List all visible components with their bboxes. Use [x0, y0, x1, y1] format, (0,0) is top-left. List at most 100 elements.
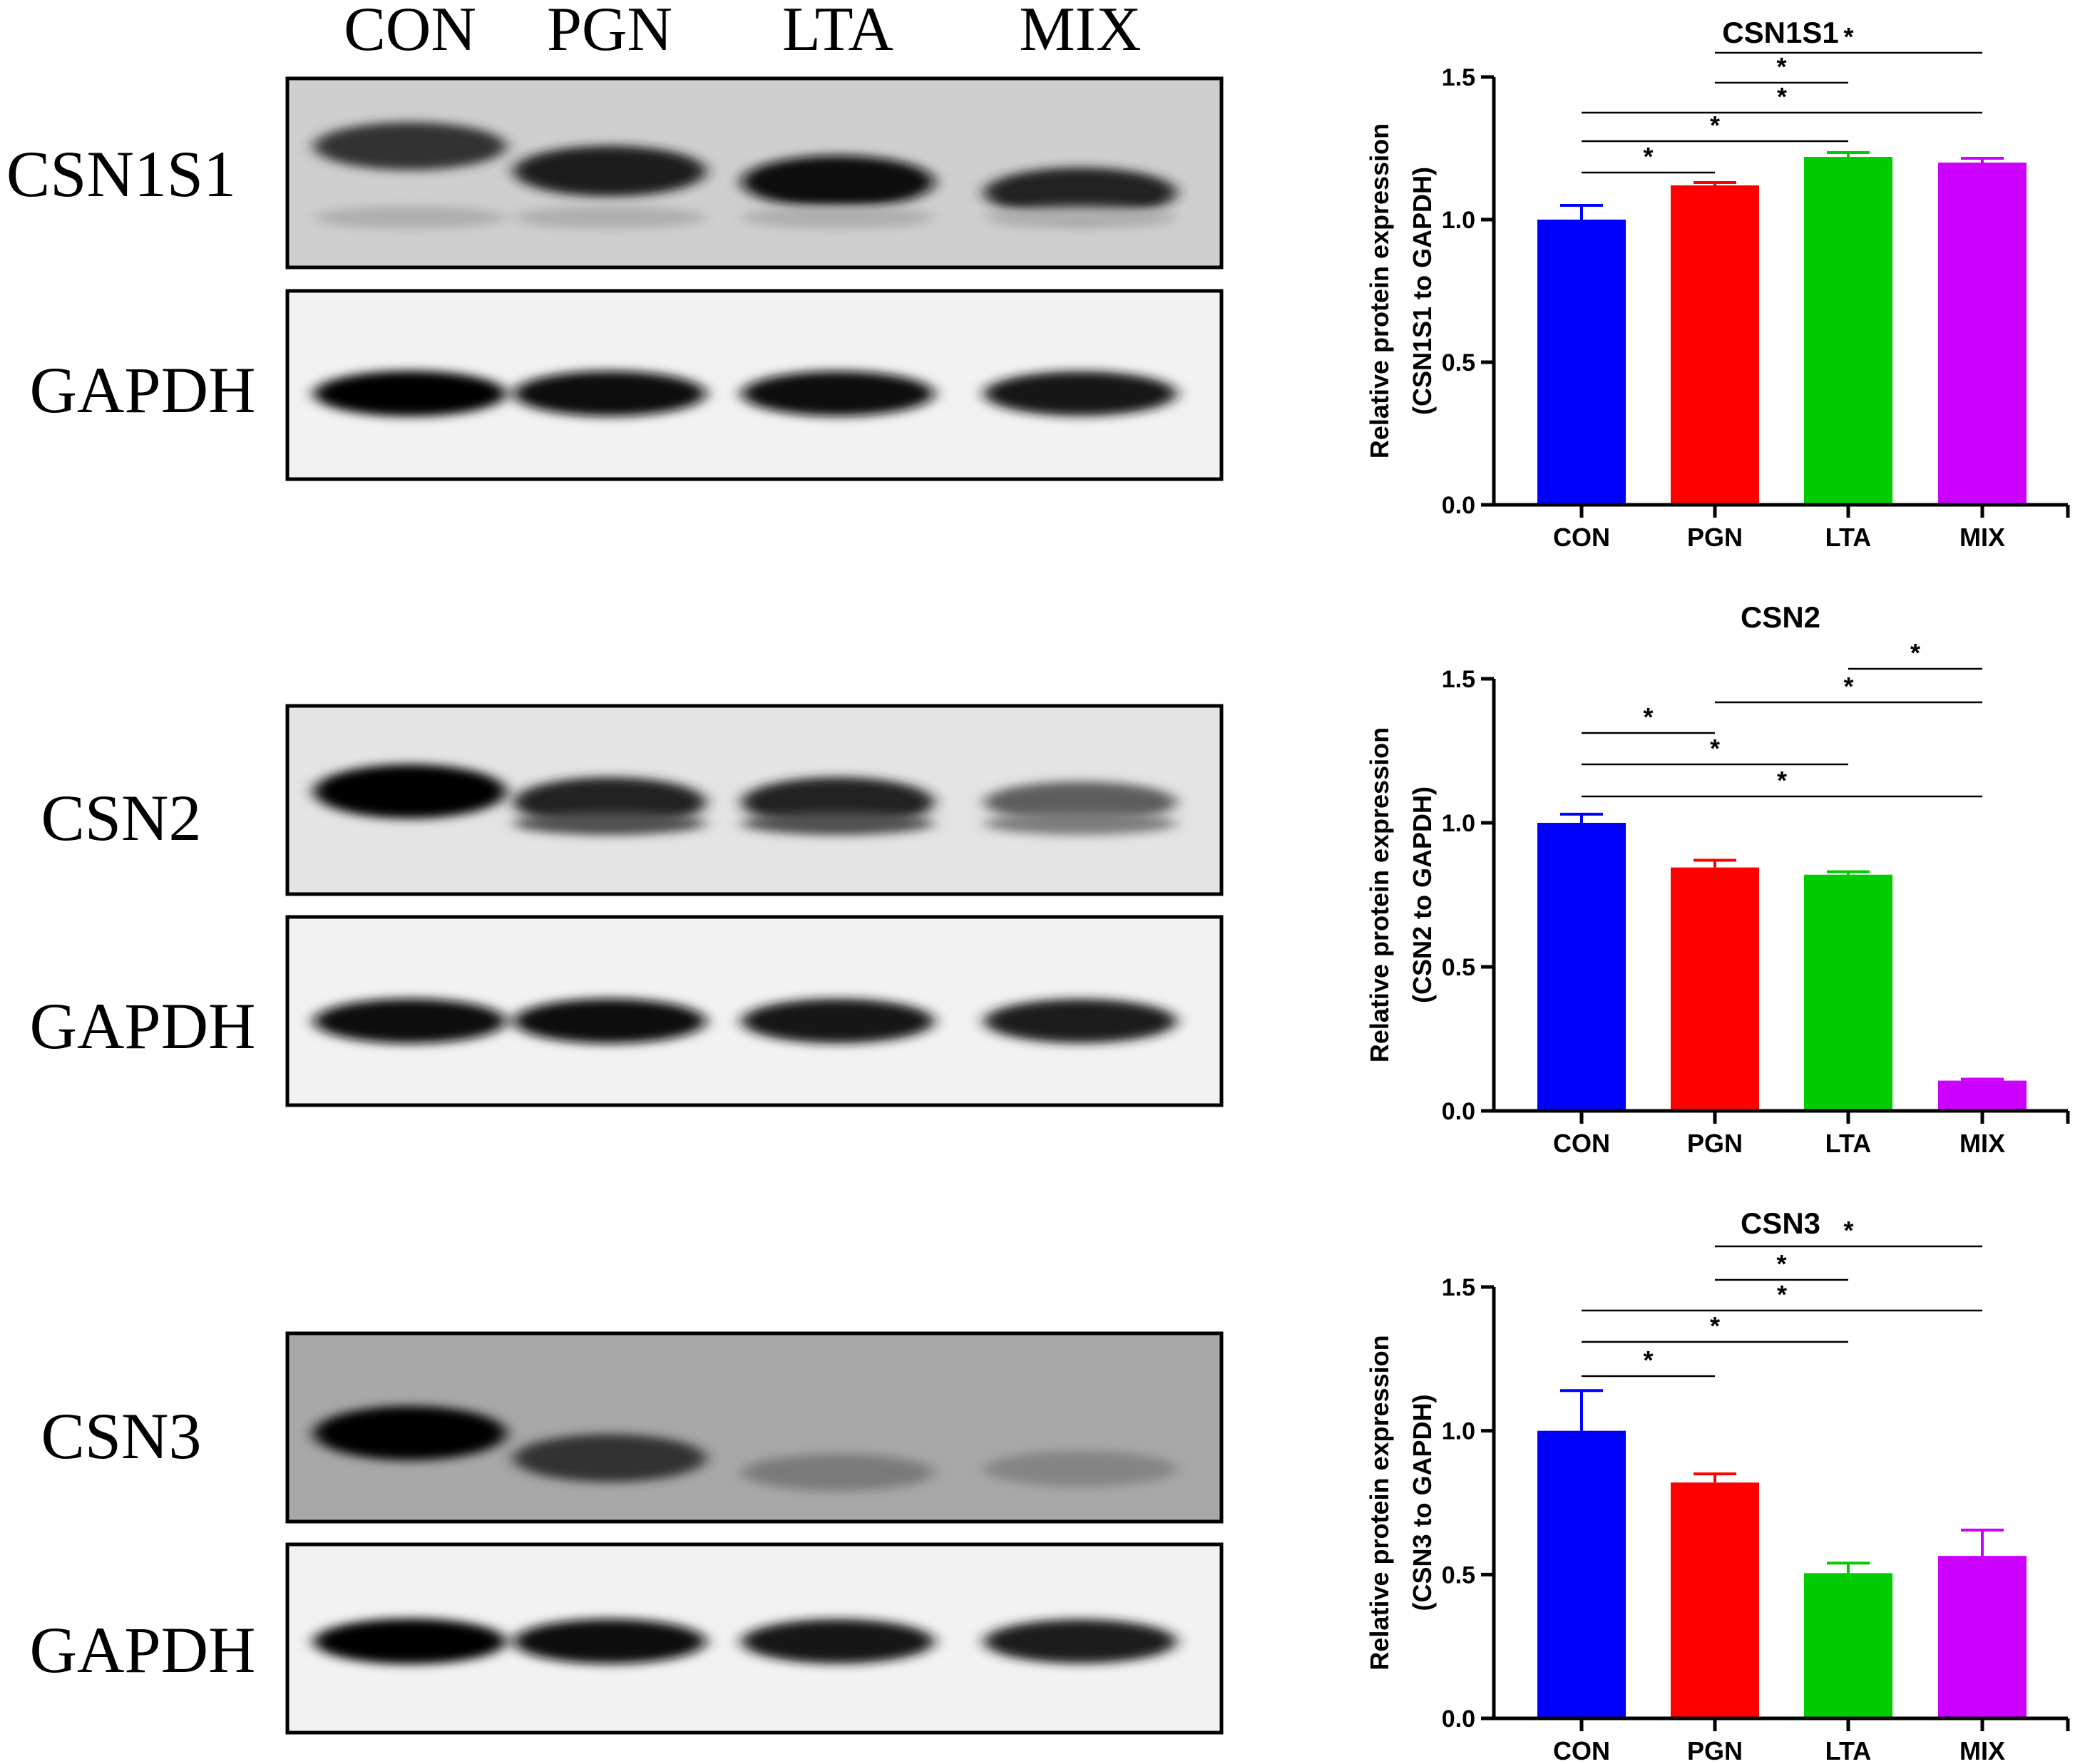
significance-star: * — [1710, 111, 1720, 140]
x-tick-label: PGN — [1687, 1129, 1743, 1158]
significance-star: * — [1910, 638, 1920, 667]
target-band — [984, 1451, 1177, 1487]
significance-star: * — [1710, 1311, 1720, 1340]
target-band — [742, 1454, 934, 1491]
chart-title: CSN3 — [1741, 1206, 1820, 1240]
bar-chart: 0.0 0.5 1.0 1.5 CON PGN LTA MIX CSN1S1 Relative p… — [1365, 16, 2070, 552]
y-tick-label: 0.0 — [1442, 1098, 1475, 1125]
bar-chart: 0.0 0.5 1.0 1.5 CON PGN LTA MIX CSN2 Relative pro… — [1365, 600, 2070, 1158]
significance-star: * — [1643, 142, 1653, 171]
x-tick-label: CON — [1553, 523, 1610, 552]
y-axis-label: (CSN2 to GAPDH) — [1408, 786, 1437, 1003]
y-axis-label: Relative protein expression — [1365, 123, 1394, 458]
y-tick-label: 1.0 — [1442, 1418, 1475, 1445]
target-band — [314, 764, 506, 819]
bar — [1938, 163, 2027, 505]
y-tick-label: 0.5 — [1442, 954, 1475, 981]
bar — [1804, 874, 1892, 1111]
western-blot: CON PGN LTA MIX CSN1S1 GAPDH CSN2 GAPDH CSN3 GAPD… — [6, 0, 1224, 1735]
blot-panel: CSN3 GAPDH — [30, 1331, 1224, 1735]
significance-star: * — [1776, 52, 1786, 81]
y-axis-label: Relative protein expression — [1365, 727, 1394, 1062]
x-tick-label: CON — [1553, 1736, 1610, 1764]
y-tick-label: 1.0 — [1442, 810, 1475, 837]
target-label: CSN3 — [41, 1400, 202, 1472]
chart-title: CSN1S1 — [1722, 16, 1838, 49]
gapdh-band — [742, 371, 934, 416]
x-tick-label: CON — [1553, 1129, 1610, 1158]
lane-label: CON — [344, 0, 476, 64]
faint-band — [742, 206, 934, 229]
significance-star: * — [1777, 766, 1787, 795]
lane-label: LTA — [782, 0, 893, 64]
target-band — [513, 1434, 706, 1482]
target-band — [742, 155, 934, 208]
y-axis-label: (CSN1S1 to GAPDH) — [1408, 167, 1437, 415]
bar-chart: 0.0 0.5 1.0 1.5 CON PGN LTA MIX CSN3 Relative pro… — [1365, 1206, 2070, 1764]
y-tick-label: 0.0 — [1442, 492, 1475, 519]
lane-label: PGN — [547, 0, 672, 64]
x-tick-label: PGN — [1687, 1736, 1743, 1764]
bar — [1804, 1573, 1892, 1718]
significance-star: * — [1710, 734, 1720, 763]
target-band — [984, 168, 1177, 217]
gapdh-band — [513, 371, 706, 416]
y-axis-label: Relative protein expression — [1365, 1335, 1394, 1670]
bar — [1938, 1556, 2027, 1718]
y-tick-label: 1.5 — [1442, 1274, 1475, 1301]
x-tick-label: MIX — [1959, 523, 2005, 552]
significance-star: * — [1843, 672, 1853, 701]
gapdh-band — [742, 998, 934, 1044]
bar — [1938, 1080, 2027, 1111]
y-tick-label: 1.5 — [1442, 64, 1475, 91]
bar — [1671, 185, 1759, 505]
gapdh-band — [513, 1619, 706, 1664]
significance-star: * — [1643, 702, 1653, 732]
target-label: CSN1S1 — [6, 138, 236, 210]
x-tick-label: LTA — [1825, 523, 1872, 552]
y-tick-label: 0.0 — [1442, 1706, 1475, 1733]
target-band-lower — [984, 812, 1177, 835]
x-tick-label: LTA — [1825, 1129, 1872, 1158]
target-label: CSN2 — [41, 781, 202, 854]
bar — [1671, 867, 1759, 1111]
bar — [1537, 1430, 1626, 1718]
target-band — [513, 145, 706, 197]
significance-star: * — [1843, 22, 1853, 51]
x-tick-label: MIX — [1959, 1129, 2005, 1158]
bar — [1804, 157, 1892, 505]
bar — [1537, 823, 1626, 1111]
target-band-lower — [513, 812, 706, 835]
blot-panel: CSN1S1 GAPDH — [6, 76, 1224, 481]
loading-label: GAPDH — [30, 354, 256, 426]
lane-label: MIX — [1019, 0, 1141, 64]
target-band-lower — [742, 812, 934, 835]
gapdh-band — [513, 998, 706, 1044]
faint-band — [314, 206, 506, 229]
gapdh-band — [984, 371, 1177, 416]
y-tick-label: 0.5 — [1442, 1562, 1475, 1589]
significance-star: * — [1776, 1249, 1786, 1278]
blot-panel: CSN2 GAPDH — [30, 704, 1224, 1107]
bar-charts: 0.0 0.5 1.0 1.5 CON PGN LTA MIX CSN1S1 Relative p… — [1365, 16, 2070, 1764]
gapdh-band — [984, 1619, 1177, 1663]
loading-label: GAPDH — [30, 1614, 256, 1686]
bar — [1537, 220, 1626, 505]
gapdh-band — [742, 1619, 934, 1664]
y-tick-label: 1.0 — [1442, 207, 1475, 234]
chart-title: CSN2 — [1741, 600, 1820, 634]
significance-star: * — [1843, 1216, 1853, 1245]
x-tick-label: LTA — [1825, 1736, 1872, 1764]
gapdh-band — [984, 999, 1177, 1043]
loading-label: GAPDH — [30, 990, 256, 1062]
target-band — [314, 1406, 506, 1460]
gapdh-band — [314, 998, 506, 1044]
x-tick-label: MIX — [1959, 1736, 2005, 1764]
target-band — [984, 781, 1177, 823]
significance-star: * — [1777, 1280, 1787, 1309]
x-tick-label: PGN — [1687, 523, 1743, 552]
faint-band — [513, 206, 706, 229]
significance-star: * — [1643, 1345, 1653, 1375]
gapdh-band — [314, 371, 506, 416]
